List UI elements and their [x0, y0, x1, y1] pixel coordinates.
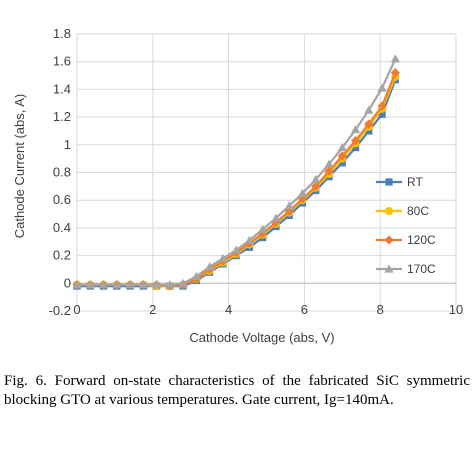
legend-swatch-marker: [385, 178, 393, 186]
data-point: [218, 253, 228, 262]
x-tick-label: 6: [301, 302, 308, 317]
data-point: [337, 142, 347, 152]
y-tick-label: 0.4: [53, 220, 71, 235]
legend-item-80c: 80C: [376, 204, 429, 218]
y-tick-label: 0.6: [53, 192, 71, 207]
data-point: [284, 201, 294, 210]
data-point: [231, 245, 241, 254]
data-point: [338, 159, 346, 167]
data-point: [337, 151, 347, 161]
chart-tick-labels: -0.200.20.40.60.811.21.41.61.80 2 4 6 8 10: [49, 26, 464, 318]
data-point: [350, 136, 361, 146]
data-point: [165, 280, 175, 289]
data-point: [191, 271, 201, 280]
data-point: [311, 181, 321, 191]
series-170c: [72, 54, 400, 289]
data-point: [311, 174, 321, 184]
x-tick-label: 8: [377, 302, 384, 317]
x-tick-label: 4: [225, 302, 232, 317]
y-tick-label: 0.2: [53, 248, 71, 263]
chart-legend: RT 80C 120C 170C: [376, 175, 436, 276]
series-120c: [72, 68, 400, 291]
data-point: [178, 278, 188, 287]
data-point: [364, 119, 374, 129]
data-point: [351, 143, 360, 152]
data-point: [324, 159, 334, 168]
y-tick-label: 1: [64, 137, 71, 152]
legend-label: RT: [407, 175, 423, 189]
data-point: [350, 124, 361, 134]
y-tick-label: 1.6: [53, 54, 71, 69]
data-point: [98, 280, 109, 289]
legend-label: 120C: [407, 233, 436, 247]
x-tick-label: 2: [149, 302, 156, 317]
series-80c: [73, 72, 400, 291]
data-point: [324, 166, 334, 176]
chart: -0.200.20.40.60.811.21.41.61.80 2 4 6 8 10 Ca…: [12, 26, 464, 345]
x-axis-label: Cathode Voltage (abs, V): [189, 330, 334, 345]
data-point: [271, 213, 281, 222]
y-tick-label: 1.4: [53, 81, 71, 96]
y-tick-label: 1.8: [53, 26, 71, 41]
data-point: [258, 224, 268, 233]
data-point: [390, 54, 400, 63]
legend-label: 80C: [407, 204, 429, 218]
figure-caption: Fig. 6. Forward on-state characteristics…: [4, 373, 470, 408]
data-point: [85, 280, 95, 289]
data-point: [377, 83, 387, 92]
legend-swatch-marker: [384, 235, 394, 245]
data-point: [377, 101, 387, 111]
data-point: [364, 105, 374, 114]
data-point: [390, 68, 400, 78]
data-point: [258, 228, 268, 239]
data-point: [72, 280, 82, 289]
data-point: [271, 217, 281, 227]
legend-label: 170C: [407, 262, 436, 276]
x-tick-label: 0: [73, 302, 80, 317]
y-tick-label: -0.2: [49, 303, 71, 318]
y-tick-label: 0: [64, 275, 71, 290]
data-point: [297, 188, 308, 197]
data-point: [365, 127, 373, 135]
chart-series: [72, 54, 400, 291]
y-axis-label: Cathode Current (abs, A): [12, 94, 27, 239]
data-point: [244, 235, 255, 244]
chart-grid: [76, 33, 457, 312]
x-tick-label: 10: [449, 302, 463, 317]
data-point: [378, 110, 386, 118]
legend-item-120c: 120C: [376, 233, 436, 247]
data-point: [205, 262, 215, 271]
legend-swatch-marker: [384, 264, 394, 273]
data-point: [112, 280, 122, 289]
data-point: [138, 280, 148, 289]
data-point: [151, 280, 162, 289]
y-tick-label: 1.2: [53, 109, 71, 124]
data-point: [125, 280, 135, 289]
legend-swatch-marker: [385, 207, 393, 215]
legend-item-rt: RT: [376, 175, 423, 189]
legend-item-170c: 170C: [376, 262, 436, 276]
y-tick-label: 0.8: [53, 165, 71, 180]
